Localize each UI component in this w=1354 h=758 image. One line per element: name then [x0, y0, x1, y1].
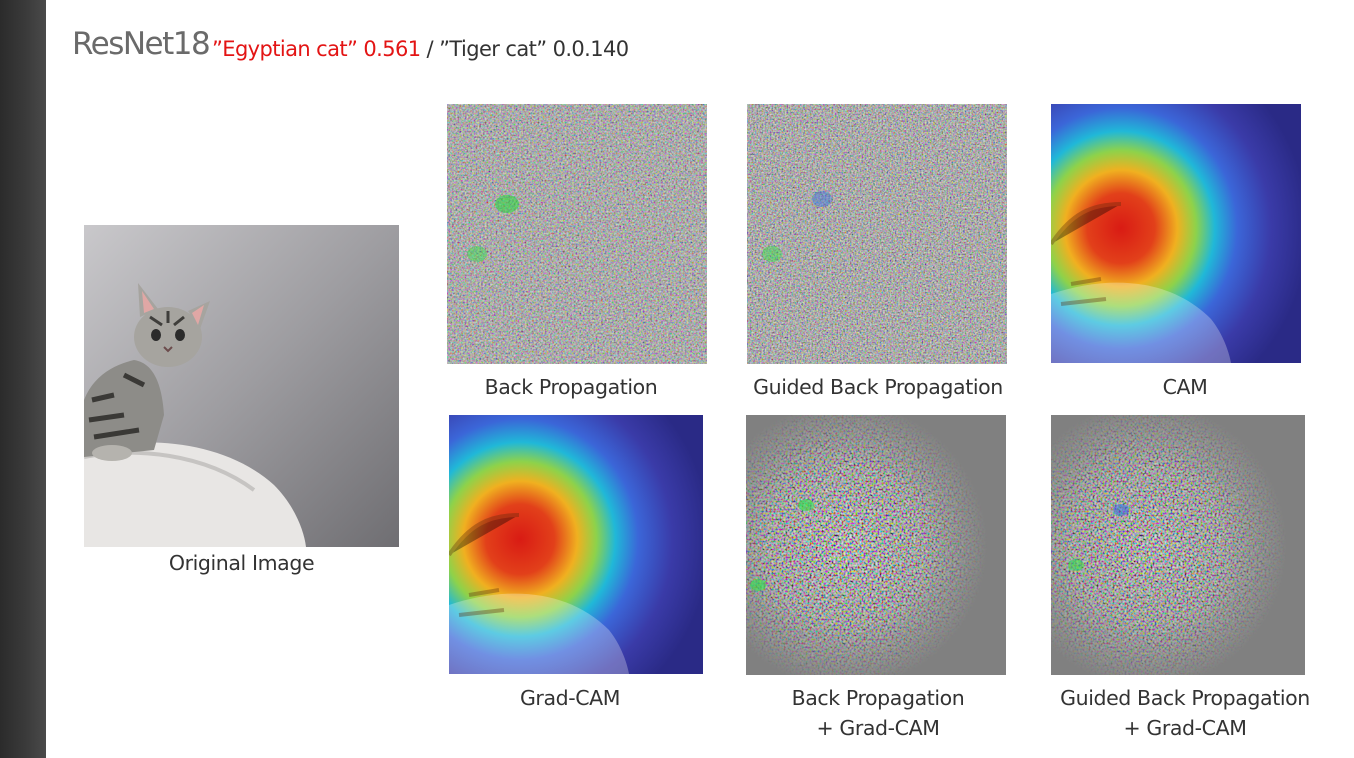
backprop-gradcam-caption: Back Propagation + Grad-CAM	[746, 683, 1010, 743]
guided-backprop-panel	[747, 104, 1007, 364]
guided-backprop-caption: Guided Back Propagation	[753, 375, 1003, 399]
cam-heatmap	[1051, 104, 1301, 363]
top-prediction: ”Egyptian cat” 0.561	[212, 37, 421, 61]
gradcam-heatmap	[449, 415, 703, 674]
guided-backprop-gradcam-panel	[1051, 415, 1305, 675]
left-sidebar	[0, 0, 46, 758]
cam-caption: CAM	[1162, 375, 1208, 399]
backprop-panel	[447, 104, 707, 364]
backprop-gradcam-caption-line1: Back Propagation	[791, 686, 965, 710]
gradcam-panel	[449, 415, 703, 674]
model-title: ResNet18	[72, 26, 211, 62]
backprop-caption: Back Propagation	[484, 375, 658, 399]
guided-backprop-gradcam-caption-line1: Guided Back Propagation	[1060, 686, 1310, 710]
guided-backprop-gradcam-map	[1051, 415, 1305, 675]
guided-backprop-gradcam-caption-line2: + Grad-CAM	[1123, 716, 1247, 740]
original-cat-image	[84, 225, 399, 547]
backprop-gradcam-map	[746, 415, 1006, 675]
backprop-gradcam-caption-line2: + Grad-CAM	[816, 716, 940, 740]
backprop-gradcam-panel	[746, 415, 1006, 675]
original-image-caption: Original Image	[168, 551, 315, 575]
backprop-saliency-map	[447, 104, 707, 364]
guided-backprop-gradcam-caption: Guided Back Propagation + Grad-CAM	[1050, 683, 1320, 743]
prediction-line: ”Egyptian cat” 0.561 / ”Tiger cat” 0.0.1…	[212, 37, 629, 61]
second-prediction: ”Tiger cat” 0.0.140	[439, 37, 629, 61]
gradcam-caption: Grad-CAM	[519, 686, 621, 710]
prediction-separator: /	[420, 37, 440, 61]
original-image-panel	[84, 225, 399, 547]
guided-backprop-saliency-map	[747, 104, 1007, 364]
cam-panel	[1051, 104, 1301, 363]
